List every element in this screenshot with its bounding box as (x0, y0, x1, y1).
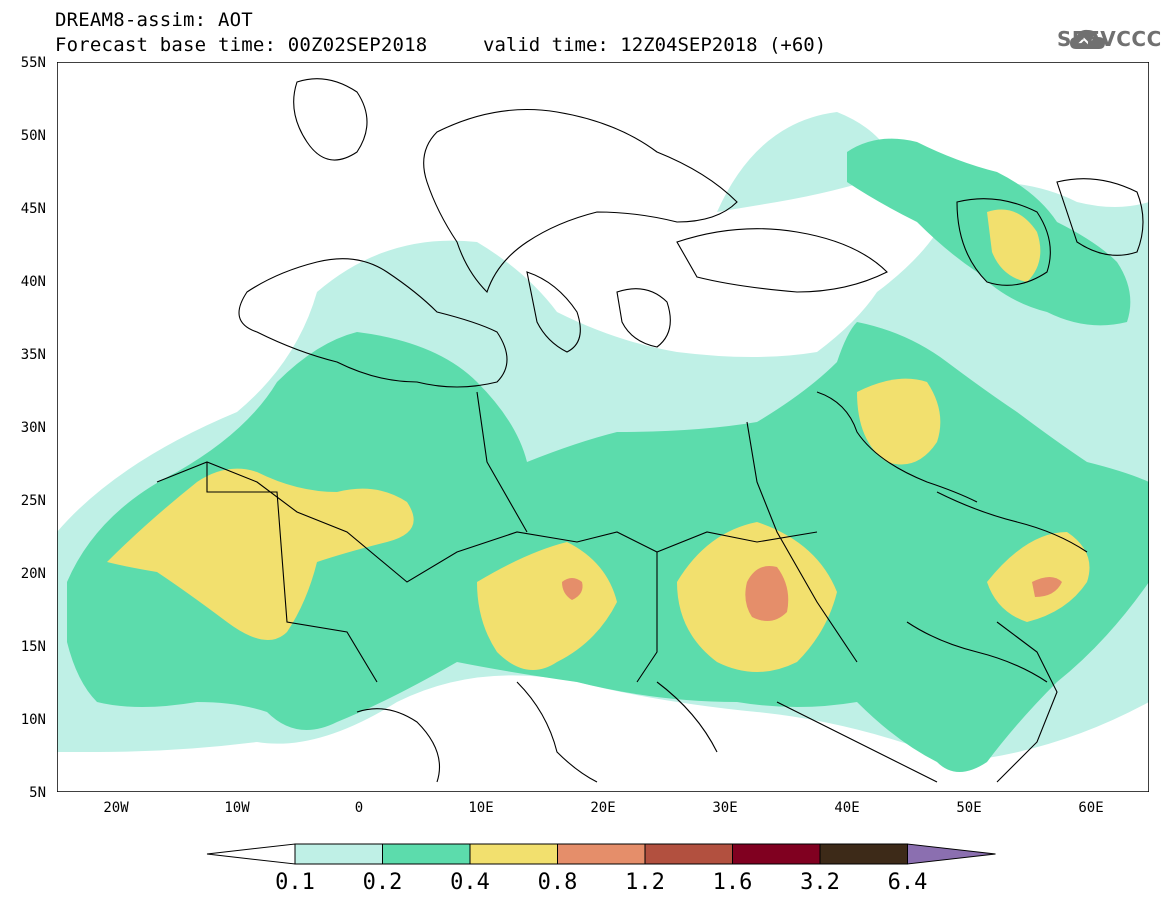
colorbar-segment (382, 843, 471, 865)
lat-label: 20N (20, 566, 46, 582)
lat-label: 15N (20, 639, 46, 655)
country-borders (156, 78, 1144, 783)
colorbar-segment (469, 843, 558, 865)
colorbar-label: 0.8 (537, 870, 578, 895)
valid-time: valid time: 12Z04SEP2018 (+60) (483, 34, 827, 56)
cloud-icon (1070, 29, 1105, 49)
colorbar (206, 843, 996, 865)
lat-label: 10N (20, 712, 46, 728)
logo-text: SEEVCCC (1057, 27, 1162, 51)
colorbar-label: 1.6 (712, 870, 753, 895)
lon-label: 50E (956, 800, 982, 816)
lat-label: 35N (20, 347, 46, 363)
lon-label: 60E (1078, 800, 1104, 816)
colorbar-label: 6.4 (887, 870, 928, 895)
lon-label: 10W (224, 800, 250, 816)
lon-label: 20W (103, 800, 129, 816)
lat-label: 25N (20, 493, 46, 509)
lat-label: 55N (20, 55, 46, 71)
lon-label: 30E (712, 800, 738, 816)
colorbar-segment (557, 843, 646, 865)
colorbar-label: 0.2 (362, 870, 403, 895)
colorbar-segment (819, 843, 908, 865)
forecast-base-time: Forecast base time: 00Z02SEP2018 (55, 34, 428, 56)
lat-label: 5N (29, 785, 46, 801)
aot-map (57, 62, 1149, 792)
colorbar-under-triangle (206, 843, 296, 865)
lon-label: 10E (468, 800, 494, 816)
lon-label: 40E (834, 800, 860, 816)
lat-label: 40N (20, 274, 46, 290)
colorbar-segment (644, 843, 733, 865)
lon-label: 0 (354, 800, 364, 816)
aot-field (57, 112, 1149, 772)
colorbar-label: 0.1 (275, 870, 315, 895)
colorbar-label: 0.4 (450, 870, 490, 895)
lat-label: 30N (20, 420, 46, 436)
lat-label: 50N (20, 128, 46, 144)
colorbar-label: 3.2 (800, 870, 840, 895)
colorbar-segment (294, 843, 383, 865)
colorbar-segment (732, 843, 821, 865)
colorbar-label: 1.2 (625, 870, 665, 895)
lon-label: 20E (590, 800, 616, 816)
lat-label: 45N (20, 201, 46, 217)
colorbar-over-triangle (907, 843, 996, 865)
map-title: DREAM8-assim: AOT (55, 9, 253, 31)
